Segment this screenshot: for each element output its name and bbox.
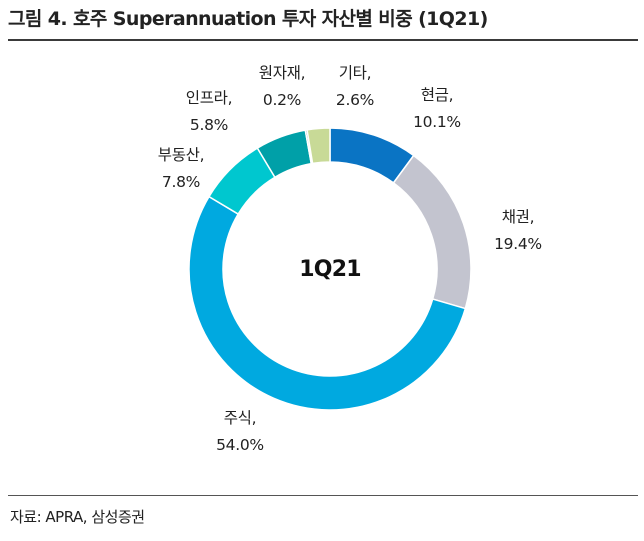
- slice-label-3: 부동산, 7.8%: [158, 146, 205, 191]
- source-note: 자료: APRA, 삼성증권: [10, 508, 145, 526]
- slice-label-6: 기타, 2.6%: [336, 64, 374, 109]
- source-rule: [8, 495, 638, 496]
- slice-1: [392, 154, 472, 310]
- slice-label-5: 원자재, 0.2%: [259, 64, 306, 109]
- chart-title: 그림 4. 호주 Superannuation 투자 자산별 비중 (1Q21): [8, 8, 488, 30]
- slice-label-2: 주식, 54.0%: [216, 409, 264, 454]
- slice-label-4: 인프라, 5.8%: [186, 89, 233, 134]
- slice-labels: 현금, 10.1% 채권, 19.4% 주식, 54.0% 부동산, 7.8% 인프라, 5.8%…: [158, 64, 542, 454]
- slice-6: [306, 127, 331, 165]
- slice-label-1: 채권, 19.4%: [494, 208, 542, 253]
- title-rule: [8, 39, 638, 41]
- slice-2: [188, 195, 467, 411]
- slice-label-0: 현금, 10.1%: [413, 86, 461, 131]
- donut-slices: [188, 127, 472, 411]
- center-label: 1Q21: [299, 257, 360, 282]
- donut-chart: 1Q21 현금, 10.1% 채권, 19.4% 주식, 54.0% 부동산, 7.8% 인프라…: [158, 64, 542, 454]
